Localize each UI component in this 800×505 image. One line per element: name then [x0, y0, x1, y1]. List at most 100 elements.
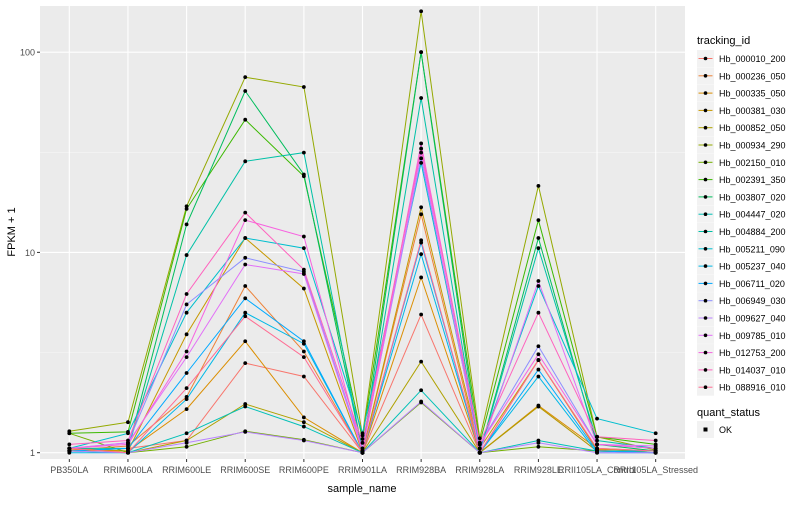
legend-item: Hb_088916_010 — [697, 378, 786, 396]
data-point — [360, 431, 365, 436]
data-point — [243, 117, 248, 122]
data-point — [477, 440, 482, 445]
legend2-item: OK — [697, 421, 732, 438]
data-point — [243, 361, 248, 366]
legend-item: Hb_005211_090 — [697, 240, 785, 258]
data-point — [301, 349, 306, 354]
data-point — [419, 388, 424, 393]
legend-label: Hb_002150_010 — [719, 158, 786, 168]
data-point — [419, 252, 424, 257]
data-point — [653, 449, 658, 453]
data-point — [184, 444, 189, 449]
data-point — [184, 440, 189, 445]
data-point — [184, 204, 189, 209]
legend-point — [703, 56, 708, 61]
legend-item: Hb_014037_010 — [697, 361, 786, 379]
data-point — [536, 358, 541, 362]
legend-point — [703, 74, 708, 78]
data-point — [126, 438, 130, 443]
legend-label: Hb_005237_040 — [719, 262, 786, 272]
x-tick-label: RRIM600SE — [220, 465, 270, 475]
legend-label: Hb_004884_200 — [719, 227, 786, 237]
data-point — [67, 442, 72, 447]
data-point — [184, 355, 189, 360]
legend-point — [703, 333, 708, 338]
data-point — [301, 286, 306, 291]
data-point — [126, 431, 130, 436]
legend2-items: OK — [697, 421, 732, 438]
x-axis-title: sample_name — [327, 483, 396, 495]
data-point — [477, 436, 482, 441]
series-points — [67, 9, 658, 455]
data-point — [595, 450, 599, 455]
x-tick-label: RRIM928LE — [514, 465, 563, 475]
data-point — [301, 246, 306, 251]
data-point — [126, 450, 130, 455]
legend-label: Hb_000236_050 — [719, 71, 786, 81]
y-tick-label: 10 — [25, 248, 35, 258]
y-axis: 1 10 100 — [20, 48, 40, 458]
data-point — [243, 159, 248, 164]
legend-point — [703, 143, 708, 147]
data-point — [360, 437, 365, 441]
data-point — [419, 9, 424, 14]
data-point — [301, 150, 306, 155]
legend-point — [703, 212, 708, 216]
data-point — [419, 50, 424, 55]
data-point — [301, 424, 306, 429]
legend-label: Hb_009785_010 — [719, 331, 786, 341]
data-point — [184, 386, 189, 391]
data-point — [301, 234, 306, 239]
legend-point — [703, 125, 708, 130]
data-point — [595, 434, 599, 439]
legend-item: Hb_004447_020 — [697, 205, 786, 223]
legend-point — [703, 91, 708, 95]
legend-item: Hb_000934_290 — [697, 136, 786, 154]
data-point — [243, 339, 248, 344]
legend-item: Hb_005237_040 — [697, 257, 786, 275]
data-point — [419, 146, 424, 151]
legend-label: Hb_000335_050 — [719, 89, 786, 99]
legend-point — [703, 108, 708, 113]
legend-point — [703, 247, 708, 251]
legend-point — [703, 177, 708, 182]
data-point — [419, 238, 424, 243]
data-point — [536, 404, 541, 409]
legend-item: Hb_000335_050 — [697, 84, 786, 102]
x-tick-label: RRII105LA_Control — [558, 465, 636, 475]
data-point — [243, 296, 248, 301]
data-point — [301, 85, 306, 89]
legend-title: tracking_id — [697, 35, 750, 47]
data-point — [126, 420, 130, 425]
legend-point — [703, 368, 708, 372]
x-tick-label: PB350LA — [50, 465, 88, 475]
legend-item: Hb_004884_200 — [697, 223, 786, 240]
data-point — [536, 440, 541, 445]
data-point — [419, 212, 424, 217]
legend2-title: quant_status — [697, 407, 760, 419]
legend-label: Hb_000852_050 — [719, 123, 786, 133]
data-point — [301, 267, 306, 272]
data-point — [243, 255, 248, 260]
data-point — [184, 206, 189, 211]
legend: tracking_id Hb_000010_200Hb_000236_050Hb… — [697, 35, 786, 438]
legend-item: Hb_002391_350 — [697, 171, 786, 189]
legend-label: Hb_000934_290 — [719, 141, 786, 151]
legend-item: Hb_009785_010 — [697, 326, 786, 344]
data-point — [243, 429, 248, 434]
data-point — [243, 210, 248, 215]
data-point — [419, 96, 424, 100]
data-point — [184, 253, 189, 257]
legend-item: Hb_006949_030 — [697, 292, 786, 310]
data-point — [419, 275, 424, 280]
data-point — [184, 332, 189, 337]
data-point — [243, 262, 248, 267]
data-point — [184, 302, 189, 307]
x-tick-label: RRIM928BA — [396, 465, 446, 475]
x-tick-label: RRIM600PE — [279, 465, 329, 475]
legend-point — [703, 281, 708, 286]
data-point — [536, 310, 541, 315]
data-point — [536, 236, 541, 240]
legend-item: Hb_003807_020 — [697, 188, 786, 206]
